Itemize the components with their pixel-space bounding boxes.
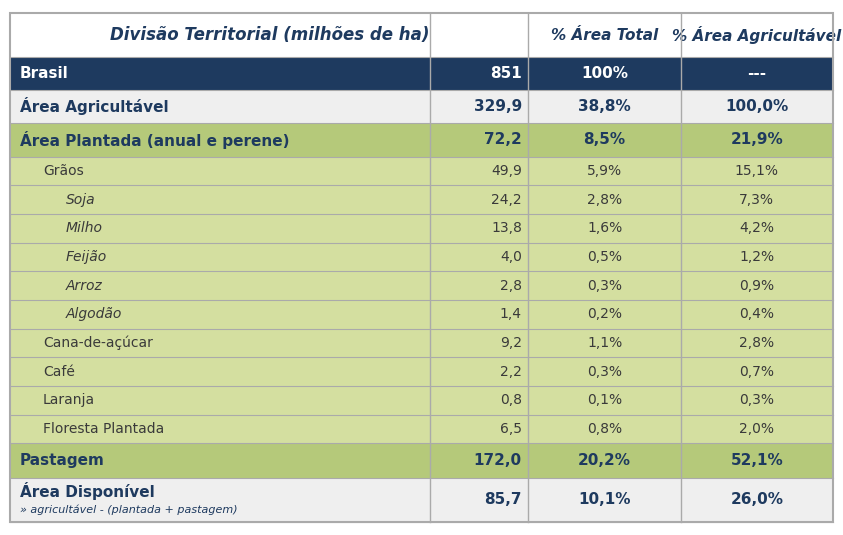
Text: 9,2: 9,2 xyxy=(500,336,522,350)
Text: 10,1%: 10,1% xyxy=(578,492,631,507)
Text: 1,2%: 1,2% xyxy=(739,250,775,264)
Text: 49,9: 49,9 xyxy=(491,164,522,178)
Text: Pastagem: Pastagem xyxy=(20,453,105,468)
Text: 0,7%: 0,7% xyxy=(739,365,774,379)
Text: 5,9%: 5,9% xyxy=(587,164,622,178)
Text: 100%: 100% xyxy=(581,66,628,81)
Text: 1,1%: 1,1% xyxy=(587,336,622,350)
Text: % Área Agricultável: % Área Agricultável xyxy=(672,26,841,44)
Text: 0,8%: 0,8% xyxy=(587,422,622,436)
Text: % Área Total: % Área Total xyxy=(551,28,658,43)
Text: Floresta Plantada: Floresta Plantada xyxy=(43,422,164,436)
Bar xyxy=(10,13,833,57)
Bar xyxy=(10,444,833,478)
Text: 0,3%: 0,3% xyxy=(739,393,774,408)
Text: Café: Café xyxy=(43,365,75,379)
Text: 2,8%: 2,8% xyxy=(587,193,622,207)
Bar xyxy=(10,328,833,357)
Text: 0,3%: 0,3% xyxy=(587,365,622,379)
Text: 8,5%: 8,5% xyxy=(583,132,626,147)
Text: 2,2: 2,2 xyxy=(500,365,522,379)
Text: Feijão: Feijão xyxy=(66,250,107,264)
Text: 21,9%: 21,9% xyxy=(730,132,783,147)
Text: Laranja: Laranja xyxy=(43,393,95,408)
Text: 2,0%: 2,0% xyxy=(739,422,774,436)
Text: 6,5: 6,5 xyxy=(500,422,522,436)
Text: 0,4%: 0,4% xyxy=(739,308,774,322)
Text: Milho: Milho xyxy=(66,221,103,235)
Text: 172,0: 172,0 xyxy=(474,453,522,468)
Text: 100,0%: 100,0% xyxy=(725,99,788,114)
Text: 26,0%: 26,0% xyxy=(730,492,783,507)
Text: 0,2%: 0,2% xyxy=(587,308,622,322)
Text: ---: --- xyxy=(747,66,766,81)
Text: 0,9%: 0,9% xyxy=(739,279,775,293)
Text: Área Disponível: Área Disponível xyxy=(20,482,155,500)
Text: 0,3%: 0,3% xyxy=(587,279,622,293)
Text: » agricultável - (plantada + pastagem): » agricultável - (plantada + pastagem) xyxy=(20,504,238,515)
Text: Soja: Soja xyxy=(66,193,96,207)
Text: 52,1%: 52,1% xyxy=(730,453,783,468)
Text: 1,6%: 1,6% xyxy=(587,221,622,235)
Bar xyxy=(10,186,833,214)
Text: Área Plantada (anual e perene): Área Plantada (anual e perene) xyxy=(20,131,289,149)
Text: Arroz: Arroz xyxy=(66,279,103,293)
Text: Brasil: Brasil xyxy=(20,66,69,81)
Text: 38,8%: 38,8% xyxy=(578,99,631,114)
Text: 2,8: 2,8 xyxy=(500,279,522,293)
Bar xyxy=(10,57,833,90)
Text: Área Agricultável: Área Agricultável xyxy=(20,97,169,115)
Bar xyxy=(10,415,833,444)
Bar xyxy=(10,386,833,415)
Text: Algodão: Algodão xyxy=(66,308,122,322)
Text: 20,2%: 20,2% xyxy=(578,453,631,468)
Bar xyxy=(10,271,833,300)
Bar xyxy=(10,357,833,386)
Bar xyxy=(10,243,833,271)
Text: 329,9: 329,9 xyxy=(474,99,522,114)
Text: Grãos: Grãos xyxy=(43,164,83,178)
Text: 4,2%: 4,2% xyxy=(739,221,774,235)
Text: 24,2: 24,2 xyxy=(491,193,522,207)
Bar xyxy=(10,123,833,157)
Bar xyxy=(10,478,833,522)
Text: 1,4: 1,4 xyxy=(500,308,522,322)
Text: Divisão Territorial (milhões de ha): Divisão Territorial (milhões de ha) xyxy=(110,26,429,44)
Text: 7,3%: 7,3% xyxy=(739,193,774,207)
Text: 4,0: 4,0 xyxy=(500,250,522,264)
Text: 85,7: 85,7 xyxy=(485,492,522,507)
Text: 0,8: 0,8 xyxy=(500,393,522,408)
Text: 72,2: 72,2 xyxy=(484,132,522,147)
Text: 851: 851 xyxy=(490,66,522,81)
Text: Cana-de-açúcar: Cana-de-açúcar xyxy=(43,336,153,350)
Text: 0,1%: 0,1% xyxy=(587,393,622,408)
Bar xyxy=(10,157,833,186)
Bar xyxy=(10,90,833,123)
Text: 2,8%: 2,8% xyxy=(739,336,775,350)
Bar xyxy=(10,300,833,328)
Text: 13,8: 13,8 xyxy=(491,221,522,235)
Text: 0,5%: 0,5% xyxy=(587,250,622,264)
Bar xyxy=(10,214,833,243)
Text: 15,1%: 15,1% xyxy=(735,164,779,178)
